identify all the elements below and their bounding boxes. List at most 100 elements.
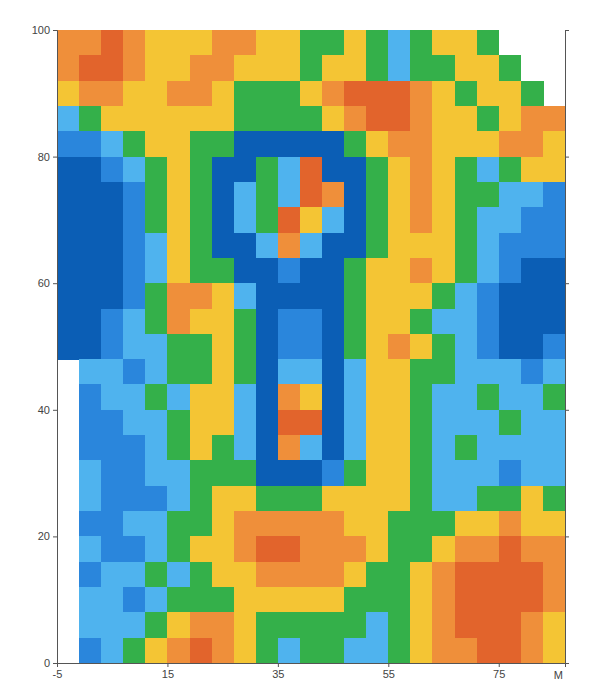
cell <box>499 309 522 335</box>
cell <box>410 283 433 309</box>
cell <box>366 511 389 537</box>
cell <box>521 309 544 335</box>
cell <box>388 536 411 562</box>
cell <box>234 131 257 157</box>
cell <box>366 30 389 56</box>
cell <box>300 511 323 537</box>
cell <box>388 435 411 461</box>
cell <box>212 81 235 107</box>
cell <box>432 410 455 436</box>
cell <box>322 435 345 461</box>
cell <box>212 182 235 208</box>
cell <box>234 157 257 183</box>
cell <box>521 334 544 360</box>
cell <box>79 384 102 410</box>
cell <box>278 283 301 309</box>
cell <box>145 81 168 107</box>
cell <box>79 486 102 512</box>
cell <box>212 207 235 233</box>
cell <box>499 131 522 157</box>
cell <box>366 55 389 81</box>
cell <box>366 410 389 436</box>
cell <box>79 157 102 183</box>
cell <box>190 460 213 486</box>
cell <box>477 384 500 410</box>
cell <box>543 359 565 385</box>
cell <box>190 511 213 537</box>
cell <box>79 258 102 284</box>
cell <box>123 131 146 157</box>
cell <box>410 460 433 486</box>
x-axis: -515355575 <box>53 663 566 680</box>
tick: 100 <box>32 24 57 36</box>
cell <box>123 182 146 208</box>
heatmap-cells <box>57 30 565 663</box>
cell <box>101 486 124 512</box>
cell <box>234 536 257 562</box>
cell <box>455 612 478 638</box>
cell <box>432 638 455 663</box>
cell <box>256 182 279 208</box>
cell <box>57 106 80 132</box>
cell <box>167 309 190 335</box>
cell <box>477 460 500 486</box>
cell <box>543 157 565 183</box>
cell <box>344 587 367 613</box>
cell <box>79 309 102 335</box>
cell <box>278 612 301 638</box>
cell <box>190 486 213 512</box>
cell <box>455 55 478 81</box>
cell <box>322 283 345 309</box>
cell <box>477 106 500 132</box>
cell <box>322 233 345 259</box>
cell <box>455 233 478 259</box>
cell <box>101 157 124 183</box>
cell <box>190 157 213 183</box>
cell <box>344 536 367 562</box>
cell <box>521 131 544 157</box>
cell <box>79 334 102 360</box>
cell <box>499 638 522 663</box>
cell <box>455 182 478 208</box>
cell <box>322 131 345 157</box>
cell <box>79 562 102 588</box>
cell <box>432 283 455 309</box>
cell <box>344 131 367 157</box>
cell <box>234 435 257 461</box>
cell <box>167 30 190 56</box>
cell <box>543 283 565 309</box>
cell <box>322 334 345 360</box>
cell <box>300 283 323 309</box>
cell <box>167 106 190 132</box>
cell <box>344 511 367 537</box>
cell <box>366 258 389 284</box>
cell <box>499 587 522 613</box>
cell <box>57 334 80 360</box>
cell <box>344 359 367 385</box>
cell <box>455 131 478 157</box>
tick-mark <box>53 283 57 284</box>
cell <box>344 207 367 233</box>
cell <box>212 638 235 663</box>
cell <box>212 612 235 638</box>
cell <box>521 359 544 385</box>
cell <box>101 207 124 233</box>
cell <box>123 359 146 385</box>
cell <box>543 106 565 132</box>
tick-mark <box>53 410 57 411</box>
cell <box>322 182 345 208</box>
cell <box>212 157 235 183</box>
tick-label: 75 <box>493 668 505 680</box>
cell <box>366 460 389 486</box>
cell <box>101 131 124 157</box>
tick-label: 100 <box>32 24 50 36</box>
cell <box>79 410 102 436</box>
cell <box>499 460 522 486</box>
cell <box>410 106 433 132</box>
cell <box>278 182 301 208</box>
cell <box>234 511 257 537</box>
cell <box>499 486 522 512</box>
cell <box>256 106 279 132</box>
cell <box>145 207 168 233</box>
cell <box>432 55 455 81</box>
